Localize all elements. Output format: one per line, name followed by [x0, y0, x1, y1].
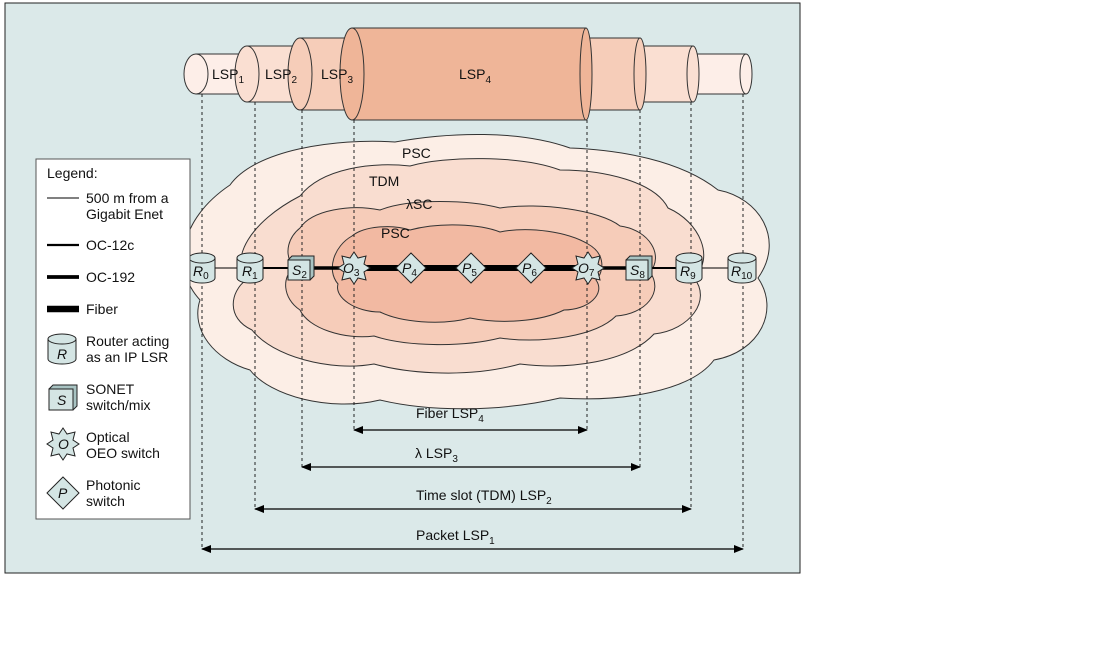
- node-label: S2: [292, 262, 307, 281]
- node-r10: R10: [727, 252, 757, 284]
- legend: Legend: 500 m from a Gigabit Enet OC-12c…: [35, 158, 191, 520]
- node-p5: P5: [455, 252, 487, 284]
- sonet-cube-face: [287, 259, 311, 281]
- legend-item-label: Router acting: [86, 333, 169, 349]
- nodes: R0 R1 S2 O3 P4 P5: [188, 251, 757, 285]
- legend-sonet-cube-face: [48, 388, 74, 411]
- router-icon-top: [675, 252, 703, 264]
- node-label: O7: [578, 260, 595, 279]
- node-label: R1: [242, 263, 258, 282]
- optical-star-icon: [571, 251, 605, 285]
- pipe-lsp4: [339, 27, 593, 121]
- pipe-label-lsp2: LSP2: [265, 66, 297, 86]
- node-o3: O3: [337, 251, 371, 285]
- router-icon: [236, 258, 264, 284]
- pipe-label-lsp3: LSP3: [321, 66, 353, 86]
- legend-title: Legend:: [47, 165, 98, 181]
- optical-star-icon: [337, 251, 371, 285]
- node-s2: S2: [287, 255, 315, 281]
- photonic-diamond-icon: [395, 252, 427, 284]
- span-label-tdm-lsp2: Time slot (TDM) LSP2: [416, 487, 552, 507]
- node-r9: R9: [675, 252, 703, 284]
- region-label-outer: PSC: [402, 145, 431, 161]
- node-p4: P4: [395, 252, 427, 284]
- node-r0: R0: [188, 252, 216, 284]
- legend-item-label: switch/mix: [86, 397, 151, 413]
- span-label-packet-lsp1: Packet LSP1: [416, 527, 495, 547]
- router-icon: [675, 258, 703, 284]
- lsp-pipes: LSP1 LSP2 LSP3 LSP4: [183, 27, 753, 121]
- legend-item-label: as an IP LSR: [86, 349, 168, 365]
- node-label: S8: [630, 262, 645, 281]
- node-label: O3: [343, 260, 360, 279]
- node-label: P6: [522, 260, 537, 279]
- alignment-guides: [201, 94, 744, 549]
- node-label: P4: [402, 260, 417, 279]
- legend-item-label: Photonic: [86, 477, 140, 493]
- legend-item-label: OC-12c: [86, 237, 134, 253]
- legend-router-icon: [47, 339, 77, 365]
- region-label-lambda: λSC: [406, 196, 432, 212]
- span-label-fiber-lsp4: Fiber LSP4: [416, 405, 484, 425]
- sonet-cube-face: [625, 259, 649, 281]
- legend-glyph: R: [57, 346, 67, 362]
- legend-photonic-diamond-icon: [46, 476, 80, 510]
- legend-item-label: Gigabit Enet: [86, 206, 163, 222]
- legend-item-label: 500 m from a: [86, 190, 169, 206]
- node-label: R10: [731, 263, 753, 282]
- photonic-diamond-icon: [455, 252, 487, 284]
- legend-item-label: Fiber: [86, 301, 118, 317]
- legend-item-label: switch: [86, 493, 125, 509]
- router-icon-top: [727, 252, 757, 264]
- legend-item-label: OC-192: [86, 269, 135, 285]
- pipe-label-lsp1: LSP1: [212, 66, 244, 86]
- lsp-spans: Fiber LSP4 λ LSP3 Time slot (TDM) LSP2 P…: [201, 405, 744, 553]
- region-label-tdm: TDM: [369, 173, 399, 189]
- legend-glyph: S: [57, 392, 67, 408]
- pipe-label-lsp4: LSP4: [459, 66, 491, 86]
- router-icon-top: [188, 252, 216, 264]
- router-icon-top: [236, 252, 264, 264]
- photonic-diamond-icon: [515, 252, 547, 284]
- legend-item-label: SONET: [86, 381, 135, 397]
- region-label-inner: PSC: [381, 225, 410, 241]
- legend-glyph: P: [58, 485, 68, 501]
- node-label: R0: [193, 263, 209, 282]
- node-label: P5: [462, 260, 477, 279]
- span-label-lambda-lsp3: λ LSP3: [415, 445, 458, 465]
- node-o7: O7: [571, 251, 605, 285]
- router-icon: [727, 258, 757, 284]
- legend-router-icon-top: [47, 333, 77, 345]
- legend-item-label: Optical: [86, 429, 130, 445]
- legend-optical-star-icon: [46, 427, 80, 461]
- node-label: R9: [680, 263, 696, 282]
- legend-glyph: O: [58, 436, 69, 452]
- node-p6: P6: [515, 252, 547, 284]
- node-r1: R1: [236, 252, 264, 284]
- node-s8: S8: [625, 255, 653, 281]
- legend-item-label: OEO switch: [86, 445, 160, 461]
